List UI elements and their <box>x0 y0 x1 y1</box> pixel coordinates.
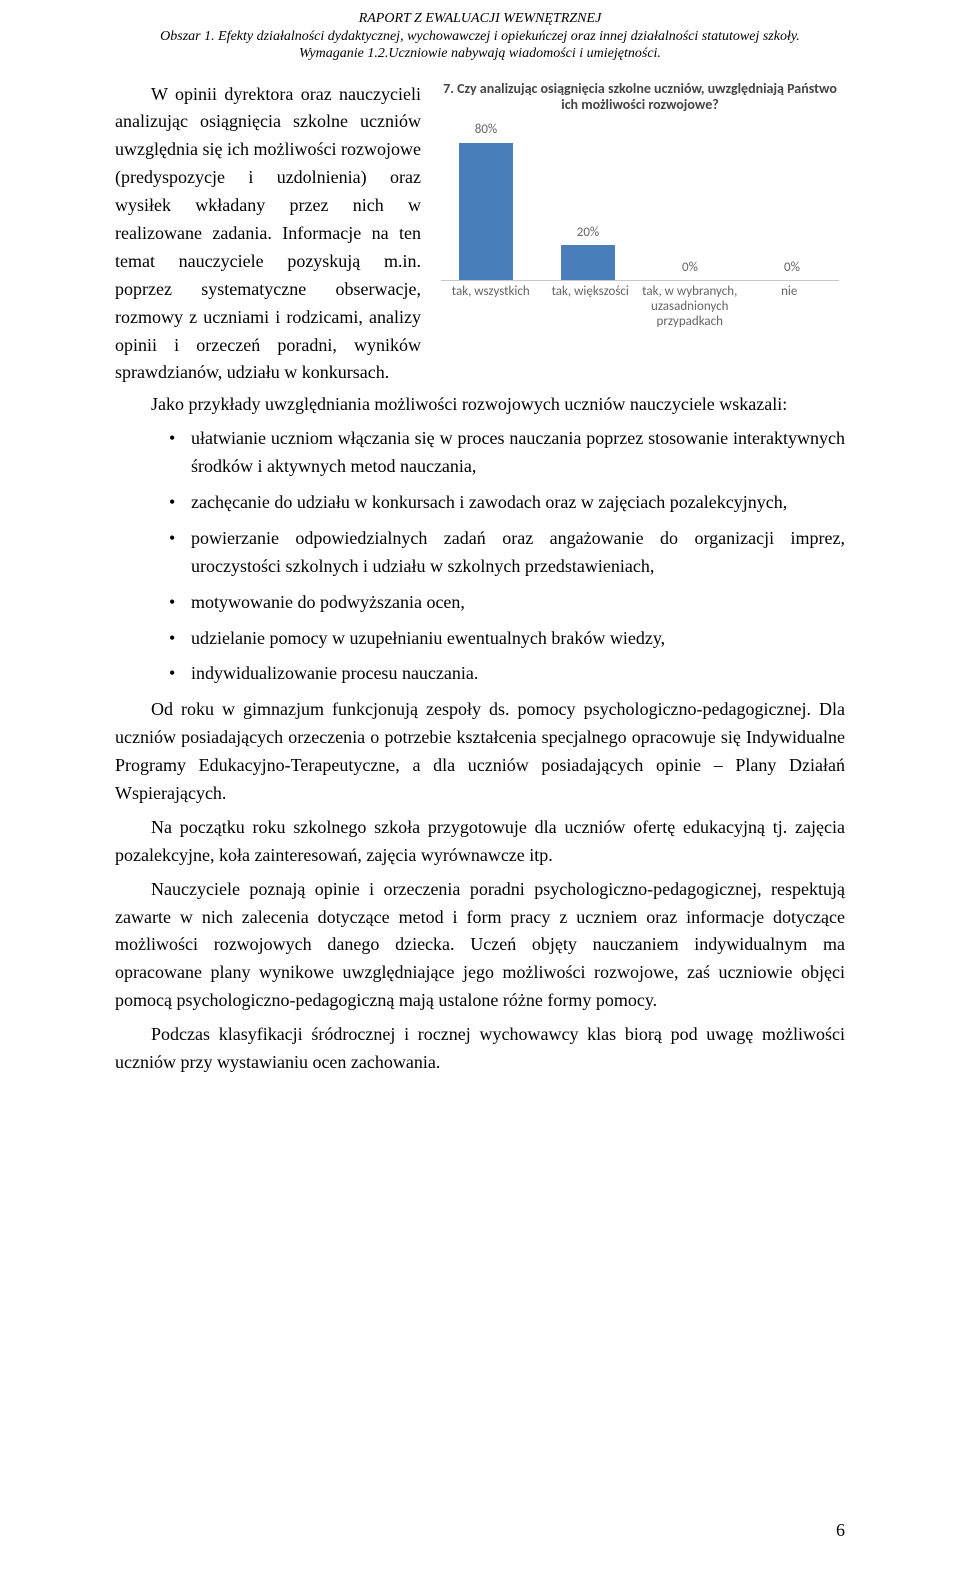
body: 7. Czy analizując osiągnięcia szkolne uc… <box>115 81 845 1077</box>
chart-bar <box>561 245 615 280</box>
list-item: zachęcanie do udziału w konkursach i zaw… <box>169 489 845 517</box>
bullet-list: ułatwianie uczniom włączania się w proce… <box>115 425 845 688</box>
chart-bar-value: 0% <box>765 258 819 278</box>
list-item: motywowanie do podwyższania ocen, <box>169 589 845 617</box>
page-number: 6 <box>836 1520 845 1541</box>
chart-bar-value: 80% <box>459 120 513 140</box>
paragraph-2: Jako przykłady uwzględniania możliwości … <box>115 391 845 419</box>
chart-category: tak, wszystkich <box>441 285 541 330</box>
chart-category-row: tak, wszystkichtak, większościtak, w wyb… <box>435 285 845 330</box>
chart-bar <box>459 143 513 281</box>
paragraph-5: Nauczyciele poznają opinie i orzeczenia … <box>115 876 845 1015</box>
header-line-3: Wymaganie 1.2.Uczniowie nabywają wiadomo… <box>115 45 845 63</box>
chart-area: 80% 20% 0% 0% <box>441 120 839 281</box>
list-item: udzielanie pomocy w uzupełnianiu ewentua… <box>169 625 845 653</box>
chart-category: nie <box>740 285 840 330</box>
chart-title: 7. Czy analizując osiągnięcia szkolne uc… <box>435 81 845 115</box>
chart-bar-value: 20% <box>561 223 615 243</box>
paragraph-3: Od roku w gimnazjum funkcjonują zespoły … <box>115 696 845 808</box>
paragraph-6: Podczas klasyfikacji śródrocznej i roczn… <box>115 1021 845 1077</box>
chart-7: 7. Czy analizując osiągnięcia szkolne uc… <box>435 81 845 330</box>
chart-bar-value: 0% <box>663 258 717 278</box>
first-block: 7. Czy analizując osiągnięcia szkolne uc… <box>115 81 845 420</box>
list-item: ułatwianie uczniom włączania się w proce… <box>169 425 845 481</box>
paragraph-4: Na początku roku szkolnego szkoła przygo… <box>115 814 845 870</box>
page: RAPORT Z EWALUACJI WEWNĘTRZNEJ Obszar 1.… <box>0 0 960 1585</box>
chart-category: tak, większości <box>541 285 641 330</box>
list-item: powierzanie odpowiedzialnych zadań oraz … <box>169 525 845 581</box>
list-item: indywidualizowanie procesu nauczania. <box>169 660 845 688</box>
header-line-2: Obszar 1. Efekty działalności dydaktyczn… <box>115 28 845 46</box>
header-line-1: RAPORT Z EWALUACJI WEWNĘTRZNEJ <box>115 10 845 28</box>
page-header: RAPORT Z EWALUACJI WEWNĘTRZNEJ Obszar 1.… <box>115 10 845 63</box>
chart-category: tak, w wybranych, uzasadnionych przypadk… <box>640 285 740 330</box>
